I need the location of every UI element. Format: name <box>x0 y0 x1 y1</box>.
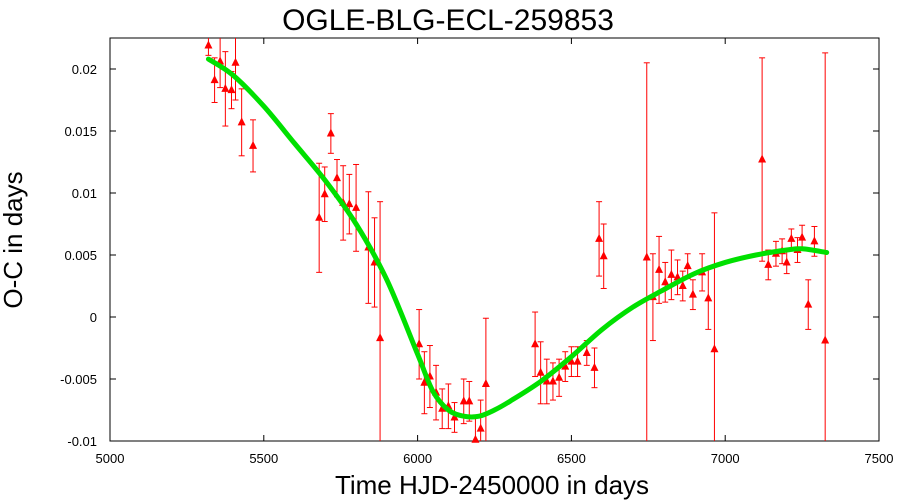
data-point-marker <box>758 154 767 163</box>
x-tick-label: 7500 <box>865 451 894 466</box>
x-tick-label: 6000 <box>403 451 432 466</box>
data-point-marker <box>683 261 692 270</box>
data-point-marker <box>333 173 342 182</box>
data-point-marker <box>688 289 697 298</box>
data-point-marker <box>420 377 429 386</box>
measurement-points <box>204 38 830 443</box>
data-point-marker <box>315 212 324 221</box>
data-point-marker <box>542 376 551 385</box>
y-tick-label: 0.005 <box>64 248 97 263</box>
x-tick-label: 5500 <box>249 451 278 466</box>
data-point-marker <box>590 362 599 371</box>
y-tick-label: 0.015 <box>64 124 97 139</box>
x-axis: 5000 5500 6000 6500 7000 7500 <box>96 38 894 466</box>
data-point-marker <box>352 202 361 211</box>
plot-frame <box>109 37 880 442</box>
data-point-marker <box>710 344 719 353</box>
data-point-marker <box>661 277 670 286</box>
fit-curve-layer <box>205 56 830 420</box>
data-point-marker <box>667 269 676 278</box>
data-point-marker <box>210 75 219 84</box>
data-point-marker <box>655 264 664 273</box>
data-point-marker <box>804 299 813 308</box>
data-point-marker <box>573 356 582 365</box>
data-point-marker <box>704 293 713 302</box>
y-tick-label: -0.01 <box>67 434 97 449</box>
data-point-marker <box>320 189 329 198</box>
data-point-marker <box>204 40 213 49</box>
data-point-marker <box>810 236 819 245</box>
data-point-marker <box>326 128 335 137</box>
data-point-marker <box>582 347 591 356</box>
data-point-marker <box>471 434 480 443</box>
data-point-marker <box>415 339 424 348</box>
data-point-marker <box>345 199 354 208</box>
data-point-marker <box>481 378 490 387</box>
x-axis-label: Time HJD-2450000 in days <box>335 470 649 500</box>
data-point-marker <box>227 85 236 94</box>
y-tick-label: 0.01 <box>72 186 97 201</box>
data-point-marker <box>548 376 557 385</box>
x-tick-label: 6500 <box>557 451 586 466</box>
data-point-marker <box>764 259 773 268</box>
data-point-marker <box>249 140 258 149</box>
data-point-marker <box>476 423 485 432</box>
y-tick-label: -0.005 <box>60 372 97 387</box>
fit-curve <box>205 56 830 420</box>
data-point-marker <box>782 257 791 266</box>
data-point-marker <box>465 396 474 405</box>
data-point-marker <box>798 232 807 241</box>
data-point-marker <box>567 356 576 365</box>
data-point-marker <box>459 396 468 405</box>
chart-title: OGLE-BLG-ECL-259853 <box>282 4 614 37</box>
data-point-marker <box>599 251 608 260</box>
y-tick-label: 0.02 <box>72 62 97 77</box>
data-point-marker <box>376 333 385 342</box>
data-point-marker <box>531 339 540 348</box>
data-point-marker <box>595 233 604 242</box>
data-point-marker <box>821 335 830 344</box>
data-point-marker <box>237 117 246 126</box>
data-point-marker <box>450 412 459 421</box>
data-point-marker <box>221 83 230 92</box>
data-point-marker <box>642 252 651 261</box>
y-axis-label: O-C in days <box>0 171 28 308</box>
data-point-marker <box>555 372 564 381</box>
y-tick-label: 0 <box>90 310 97 325</box>
data-point-marker <box>561 361 570 370</box>
data-point-marker <box>231 57 240 66</box>
x-tick-label: 5000 <box>96 451 125 466</box>
data-point-marker <box>678 281 687 289</box>
data-point-marker <box>787 233 796 242</box>
data-point-marker <box>536 367 545 376</box>
x-tick-label: 7000 <box>711 451 740 466</box>
y-axis: -0.01 -0.005 0 0.005 0.01 0.015 0.02 <box>60 62 879 449</box>
